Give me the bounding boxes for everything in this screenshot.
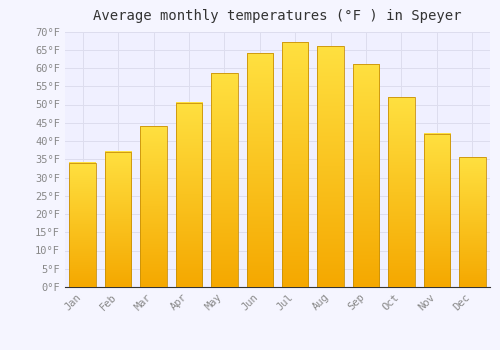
Bar — [318, 46, 344, 287]
Title: Average monthly temperatures (°F ) in Speyer: Average monthly temperatures (°F ) in Sp… — [93, 9, 462, 23]
Bar — [424, 134, 450, 287]
Bar — [353, 64, 380, 287]
Bar — [282, 42, 308, 287]
Bar — [70, 163, 96, 287]
Bar — [105, 152, 132, 287]
Bar — [246, 54, 273, 287]
Bar — [140, 126, 167, 287]
Bar — [459, 158, 485, 287]
Bar — [388, 97, 414, 287]
Bar — [176, 103, 202, 287]
Bar — [211, 74, 238, 287]
